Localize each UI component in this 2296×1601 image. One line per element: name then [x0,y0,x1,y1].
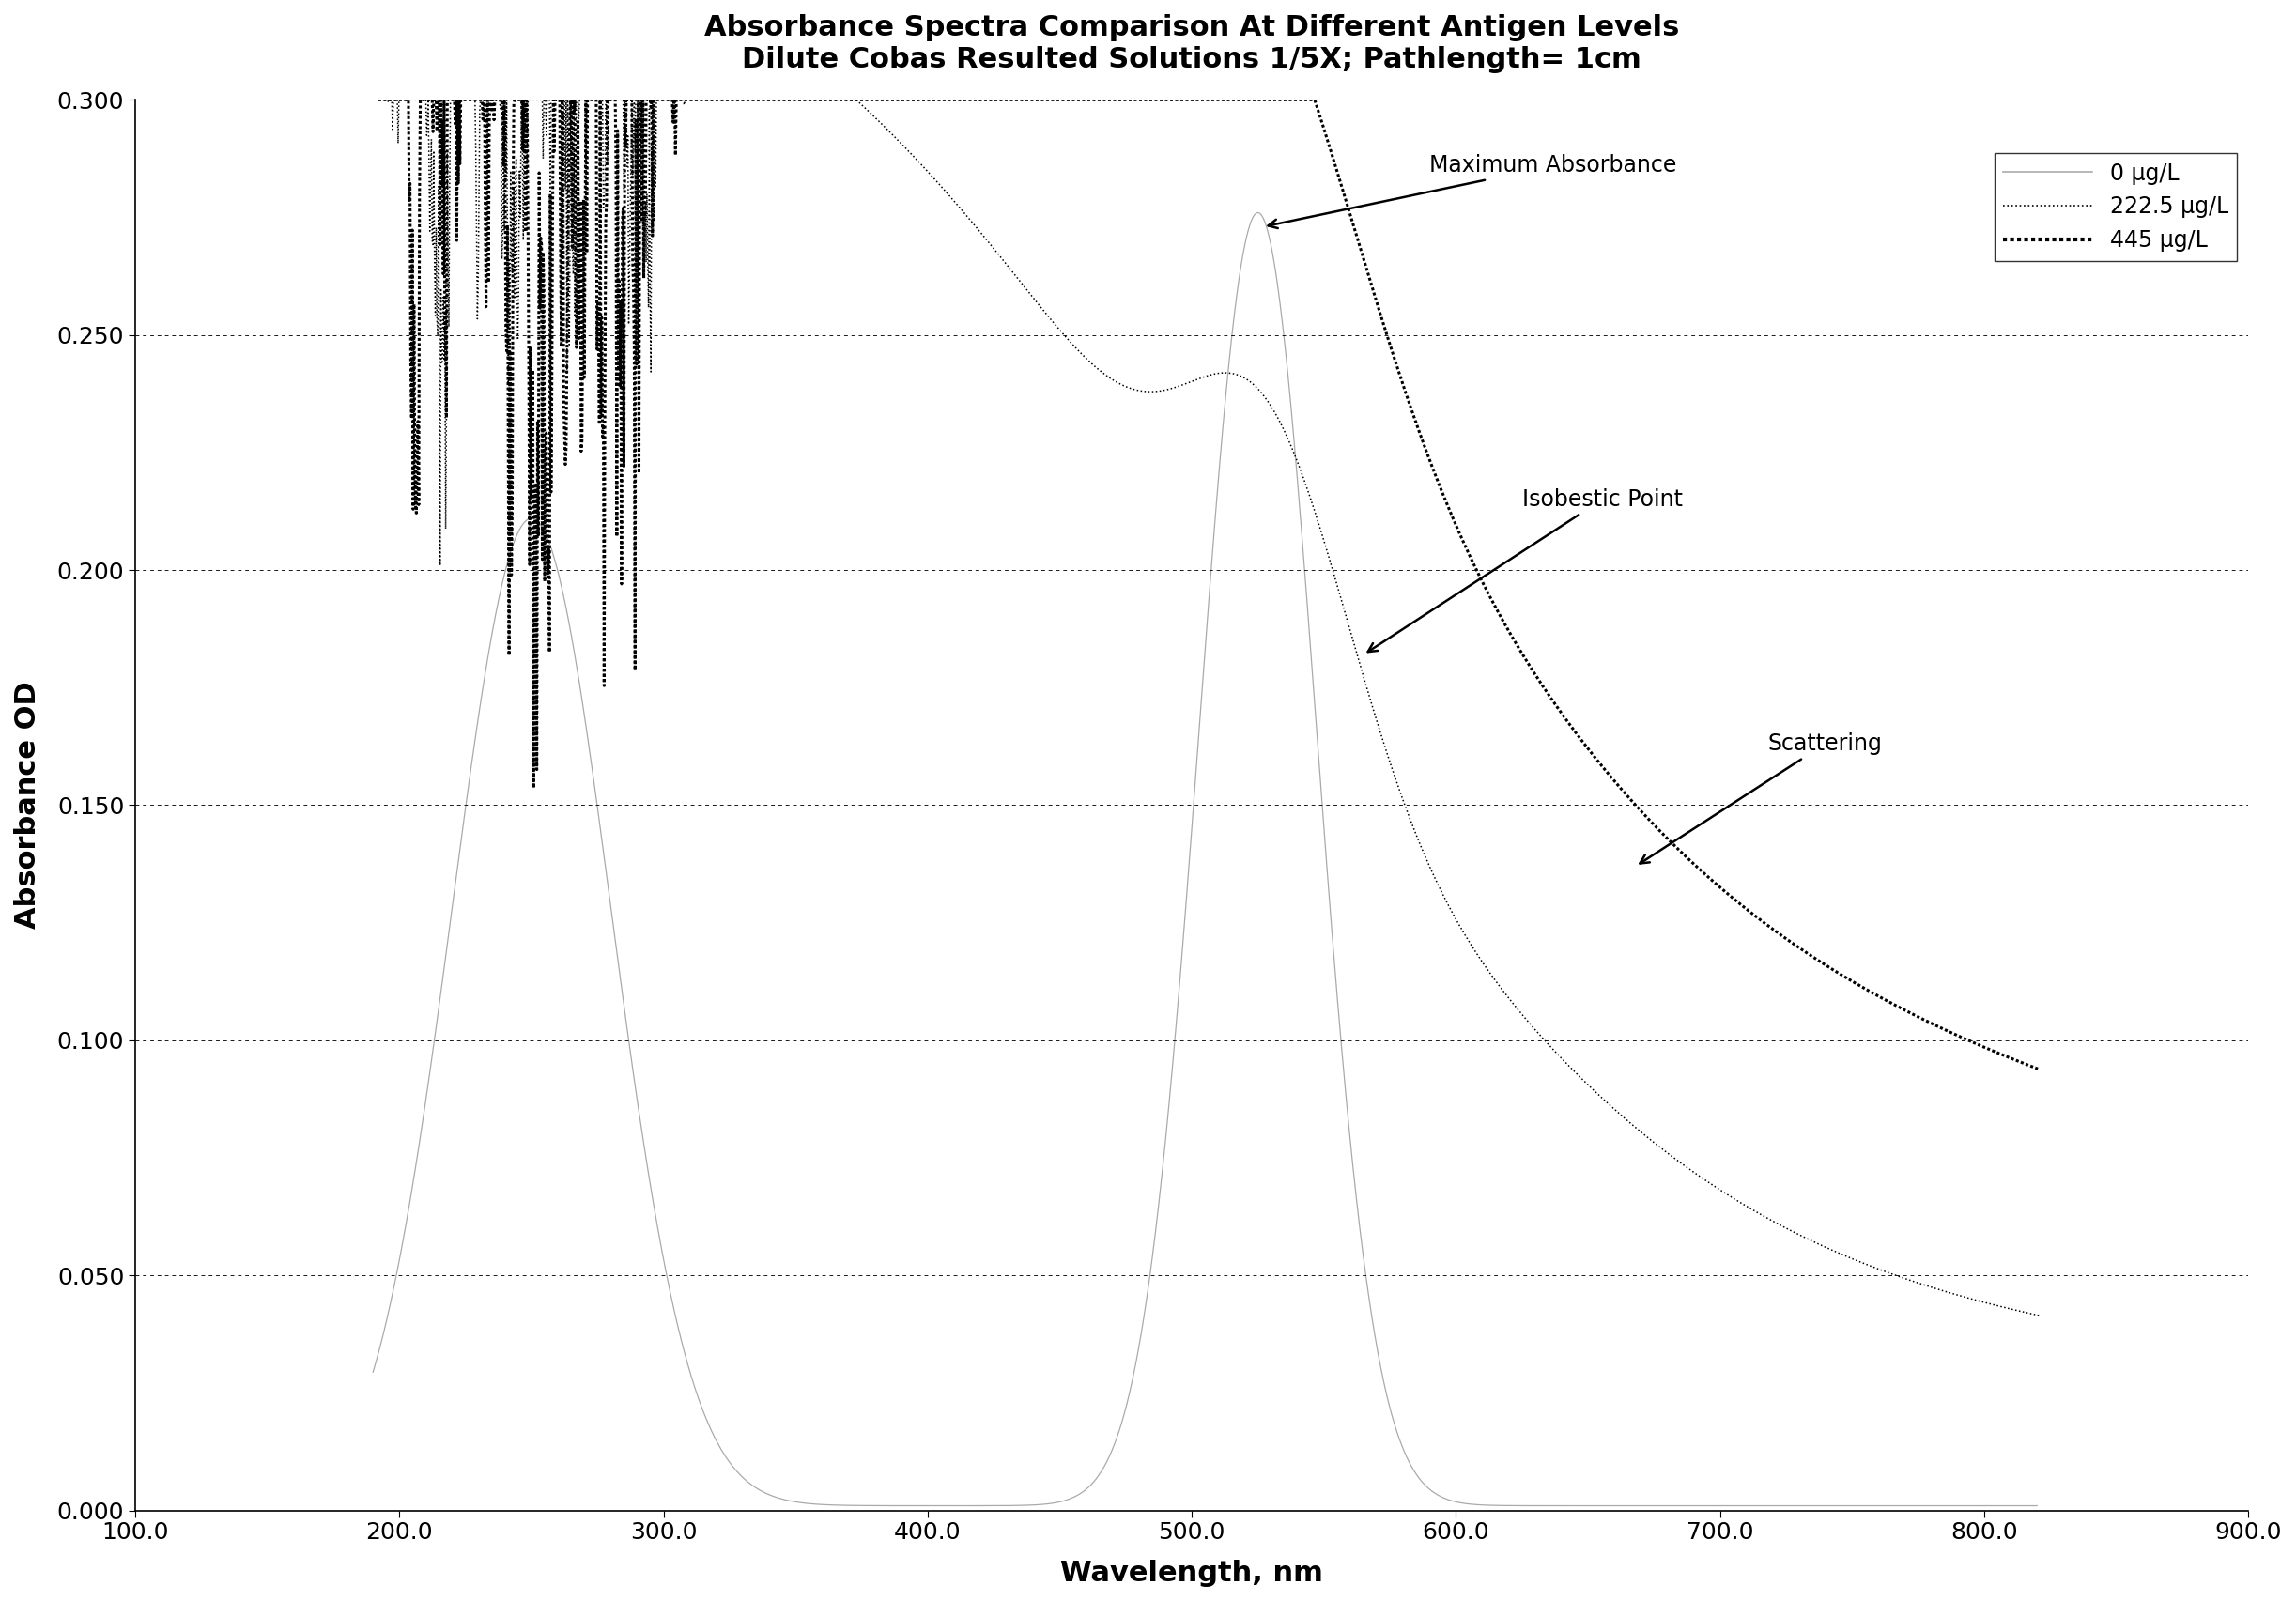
Title: Absorbance Spectra Comparison At Different Antigen Levels
Dilute Cobas Resulted : Absorbance Spectra Comparison At Differe… [705,14,1678,74]
X-axis label: Wavelength, nm: Wavelength, nm [1061,1559,1322,1587]
Text: Scattering: Scattering [1639,733,1883,863]
Text: Isobestic Point: Isobestic Point [1368,488,1683,652]
Y-axis label: Absorbance OD: Absorbance OD [14,682,41,929]
Text: Maximum Absorbance: Maximum Absorbance [1267,154,1676,229]
Legend: 0 μg/L, 222.5 μg/L, 445 μg/L: 0 μg/L, 222.5 μg/L, 445 μg/L [1995,154,2236,261]
